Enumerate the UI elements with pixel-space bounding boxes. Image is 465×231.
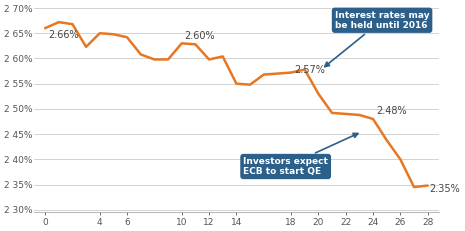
Text: 2.57%: 2.57% (294, 65, 325, 75)
Text: Interest rates may
be held until 2016: Interest rates may be held until 2016 (325, 11, 429, 67)
Text: Investors expect
ECB to start QE: Investors expect ECB to start QE (243, 133, 358, 176)
Text: 2.60%: 2.60% (185, 31, 215, 41)
Text: 2.66%: 2.66% (48, 30, 79, 40)
Text: 2.48%: 2.48% (376, 106, 406, 116)
Text: 2.35%: 2.35% (429, 184, 460, 194)
